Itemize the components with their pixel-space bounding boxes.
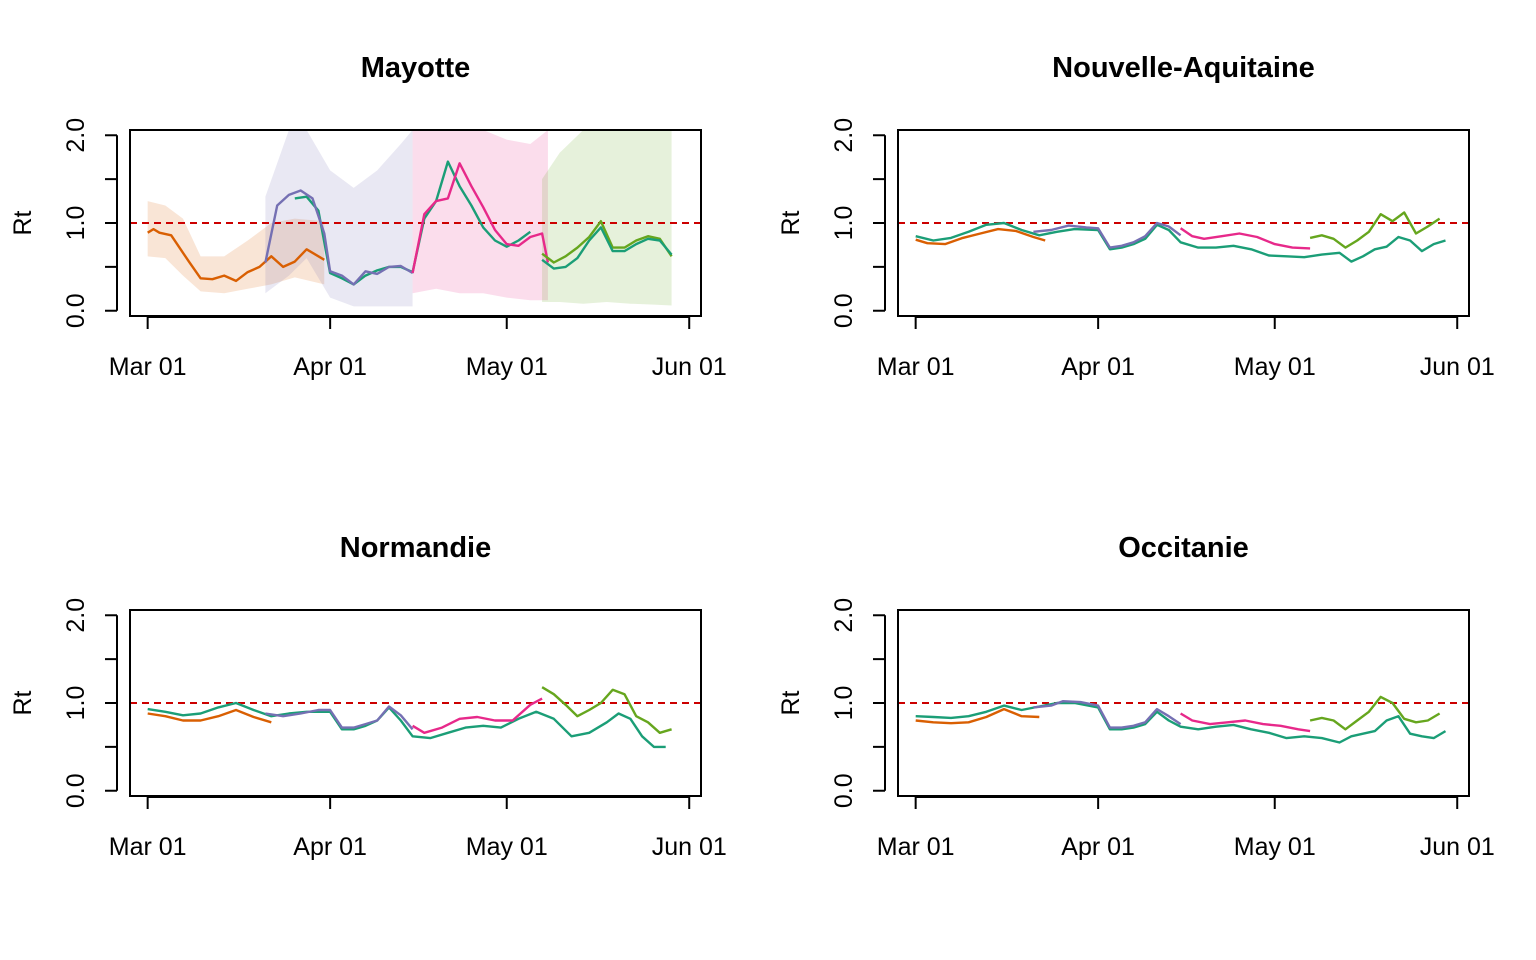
series-line-purple [1033,700,1182,729]
x-tick-label-jun: Jun 01 [652,353,727,381]
panel-title: Mayotte [361,52,471,84]
panel-normandie: Normandie Rt Mar 01 Apr 01 May 01 Jun 01… [9,532,727,861]
series-line-green [541,219,673,264]
confidence-band-orange [147,201,325,294]
x-tick-label-apr: Apr 01 [1061,833,1135,861]
panel-nouvelle-aquitaine: Nouvelle-Aquitaine Rt Mar 01 Apr 01 May … [777,52,1495,381]
y-tick-label-0: 0.0 [62,773,90,808]
series-line-green [541,686,672,734]
x-tick-label-may: May 01 [466,833,548,861]
x-tick-label-mar: Mar 01 [109,353,187,381]
series-line-orange [147,708,272,724]
confidence-band-magenta [412,130,548,301]
plot-area [898,211,1469,263]
series-line-green [1309,211,1441,249]
x-tick-label-jun: Jun 01 [1420,353,1495,381]
panel-title: Nouvelle-Aquitaine [1052,52,1315,84]
x-tick-label-apr: Apr 01 [293,353,367,381]
plot-area [130,686,701,749]
series-line-teal [915,221,1446,263]
confidence-band-green [542,130,672,306]
y-tick-label-2: 2.0 [62,598,90,633]
x-tick-label-mar: Mar 01 [877,353,955,381]
x-tick-label-mar: Mar 01 [877,833,955,861]
y-tick-label-0: 0.0 [62,293,90,328]
y-tick-label-0: 0.0 [830,773,858,808]
x-tick-label-may: May 01 [1234,353,1316,381]
y-tick-label-1: 1.0 [830,206,858,241]
x-tick-label-apr: Apr 01 [1061,353,1135,381]
y-tick-label-1: 1.0 [830,686,858,721]
y-tick-label-2: 2.0 [62,118,90,153]
y-axis-label: Rt [777,690,805,715]
y-axis-label: Rt [9,690,37,715]
series-line-magenta [1179,712,1311,733]
series-line-magenta [1179,227,1311,250]
x-tick-label-mar: Mar 01 [109,833,187,861]
y-tick-label-2: 2.0 [830,118,858,153]
series-line-purple [264,189,414,286]
x-tick-label-jun: Jun 01 [652,833,727,861]
series-line-magenta [411,697,543,734]
series-line-magenta [411,162,550,274]
panel-mayotte: Mayotte Rt Mar 01 Apr 01 May 01 Jun 01 0… [9,52,727,381]
x-tick-label-may: May 01 [466,353,548,381]
panel-title: Occitanie [1118,532,1249,564]
y-tick-label-1: 1.0 [62,686,90,721]
y-tick-label-2: 2.0 [830,598,858,633]
confidence-band-purple [265,130,413,307]
panel-title: Normandie [340,532,491,564]
series-line-green [1309,695,1441,731]
series-line-orange [915,227,1046,246]
y-tick-label-0: 0.0 [830,293,858,328]
series-line-orange [915,707,1040,725]
x-tick-label-apr: Apr 01 [293,833,367,861]
y-axis-label: Rt [9,210,37,235]
x-tick-label-may: May 01 [1234,833,1316,861]
y-tick-label-1: 1.0 [62,206,90,241]
series-line-teal [915,701,1447,744]
y-axis-label: Rt [777,210,805,235]
plot-area [898,695,1469,744]
plot-area [130,130,701,307]
series-line-purple [1033,221,1182,249]
series-line-teal [541,226,673,270]
series-line-orange [147,227,325,283]
x-tick-label-jun: Jun 01 [1420,833,1495,861]
series-line-teal [147,701,666,749]
panel-occitanie: Occitanie Rt Mar 01 Apr 01 May 01 Jun 01… [777,532,1495,861]
series-line-purple [265,705,414,731]
